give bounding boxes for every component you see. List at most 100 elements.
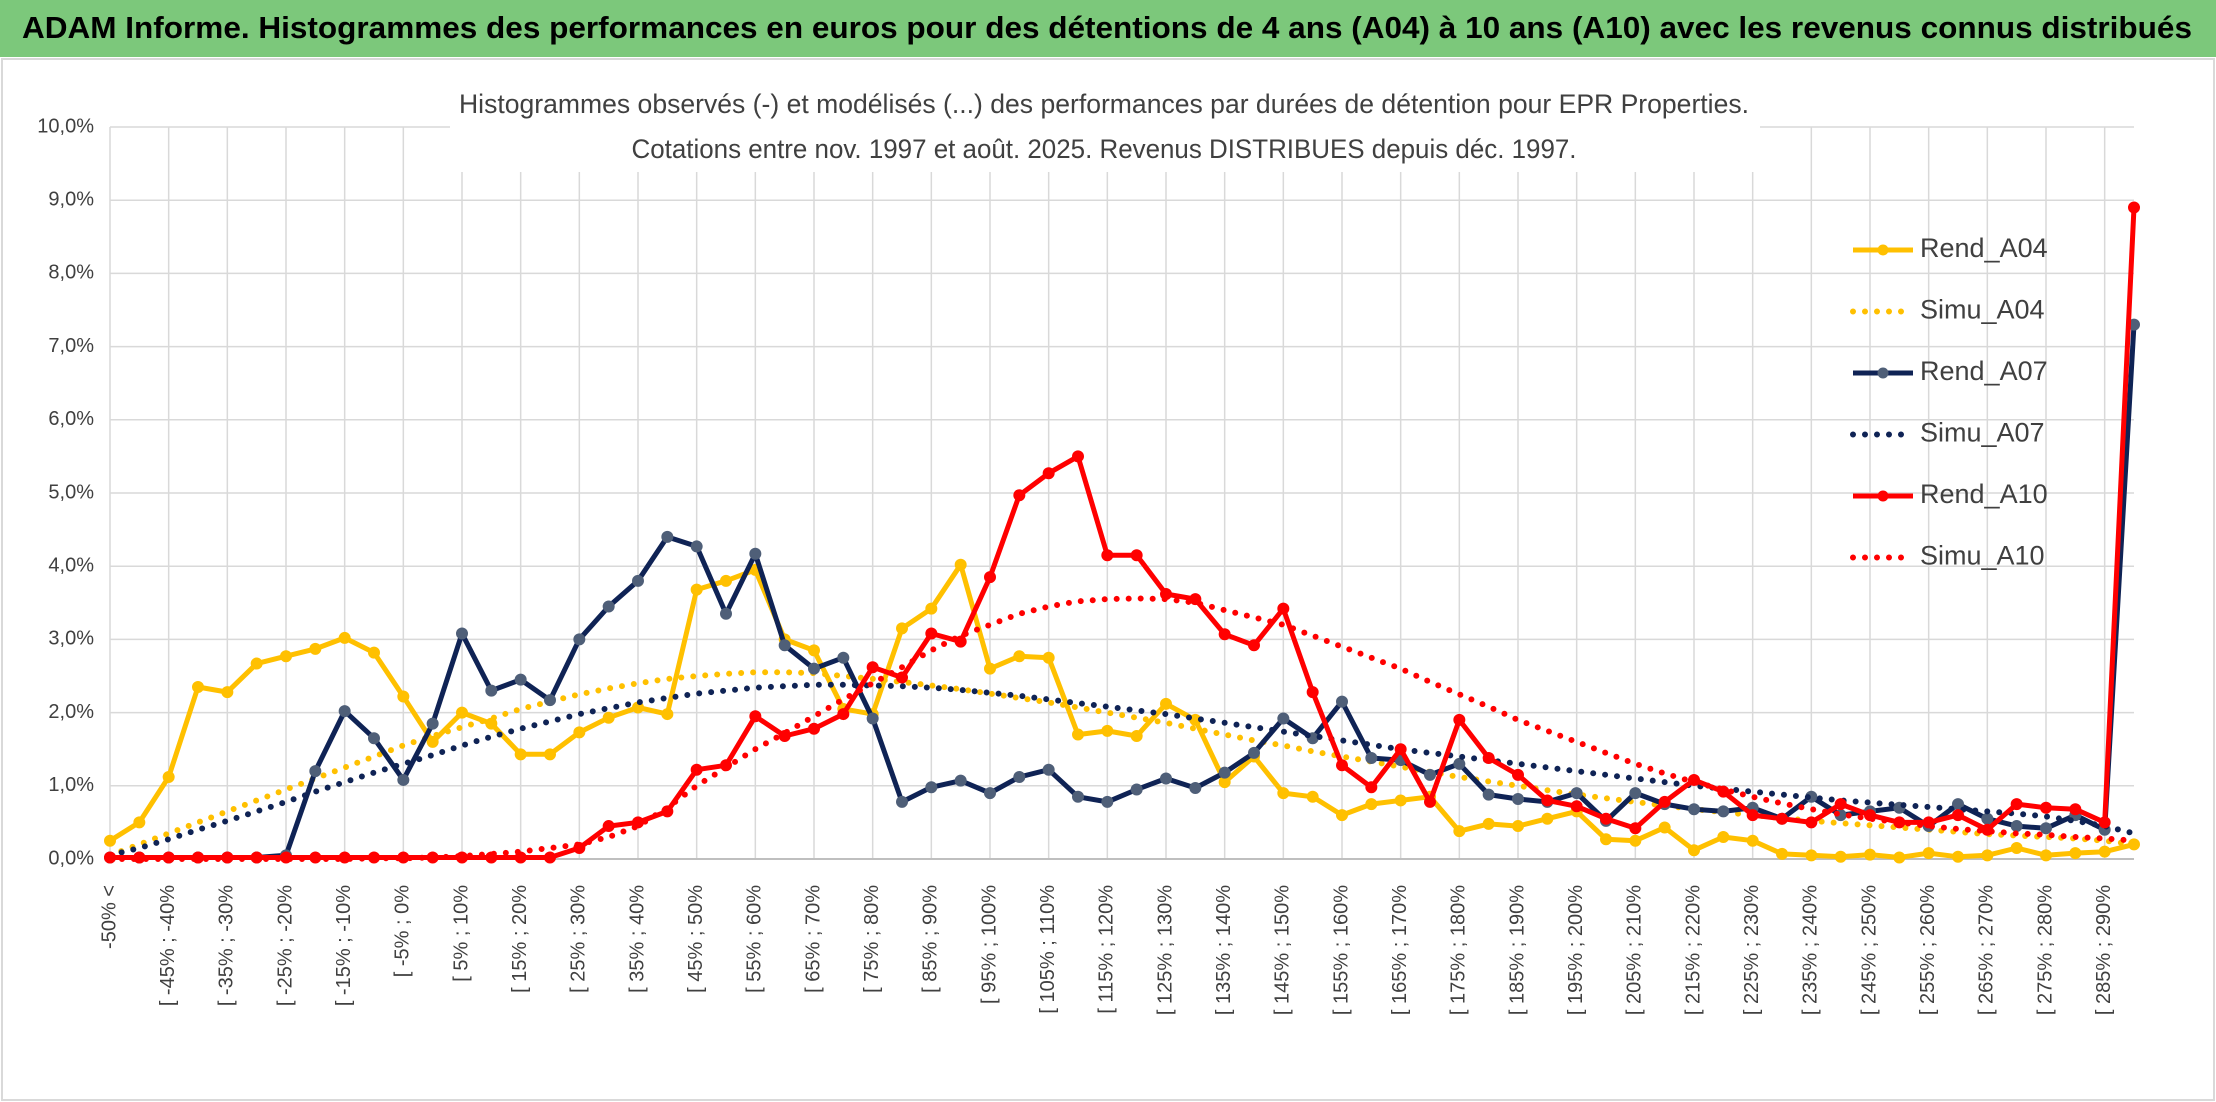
data-point: [1365, 798, 1378, 811]
data-point: [2128, 201, 2140, 214]
data-point: [720, 574, 732, 587]
x-tick-label: [ -25% ; -20%: [274, 885, 296, 1006]
data-point: [1101, 795, 1114, 808]
data-point: [544, 748, 556, 761]
x-tick-label: [ 35% ; 40%: [626, 885, 648, 993]
data-point: [397, 773, 410, 786]
data-point: [2040, 822, 2052, 835]
y-tick-label: 1,0%: [48, 774, 94, 796]
data-point: [104, 834, 116, 847]
data-point: [749, 547, 762, 560]
x-tick-label: [ 45% ; 50%: [685, 885, 707, 993]
data-point: [1130, 549, 1143, 562]
x-tick-label: [ 185% ; 190%: [1506, 885, 1528, 1015]
data-point: [1072, 728, 1084, 741]
data-point: [309, 642, 322, 655]
data-point: [1336, 759, 1348, 772]
legend-label: Simu_A04: [1920, 295, 2045, 325]
data-point: [984, 662, 996, 675]
y-tick-label: 2,0%: [48, 701, 94, 723]
data-point: [866, 712, 879, 725]
data-point: [1805, 816, 1818, 829]
data-point: [1629, 787, 1642, 800]
legend-marker: [1877, 490, 1889, 502]
data-point: [1512, 768, 1524, 781]
data-point: [456, 706, 468, 719]
data-point: [1834, 798, 1847, 811]
y-tick-label: 8,0%: [48, 262, 94, 284]
data-point: [1512, 792, 1524, 805]
data-point: [896, 671, 908, 684]
series-line: [108, 562, 2135, 860]
data-point: [1277, 602, 1290, 615]
data-point: [514, 748, 527, 761]
data-point: [2010, 798, 2023, 811]
data-point: [2098, 845, 2111, 858]
x-tick-label: [ 85% ; 90%: [920, 885, 942, 993]
data-point: [1658, 821, 1671, 834]
legend-label: Rend_A10: [1920, 479, 2048, 509]
data-point: [1042, 467, 1055, 480]
series-line: [107, 681, 2137, 859]
data-point: [1600, 812, 1612, 825]
data-point: [1072, 450, 1084, 463]
data-point: [250, 657, 263, 670]
data-point: [1629, 822, 1642, 835]
banner: [0, 0, 2216, 57]
x-tick-label: [ 75% ; 80%: [861, 885, 883, 993]
data-point: [1013, 771, 1026, 784]
data-point: [1424, 768, 1436, 781]
y-tick-label: 7,0%: [48, 335, 94, 357]
data-point: [808, 722, 820, 735]
data-point: [1570, 787, 1583, 800]
data-point: [1160, 772, 1172, 785]
data-point: [1717, 831, 1730, 844]
data-point: [1248, 746, 1260, 759]
data-point: [925, 627, 938, 640]
x-tick-label: [ 265% ; 270%: [1976, 885, 1998, 1015]
data-point: [573, 726, 586, 739]
legend-marker: [1877, 367, 1889, 379]
data-point: [602, 820, 615, 833]
x-tick-label: [ 195% ; 200%: [1565, 885, 1587, 1015]
data-point: [426, 717, 439, 730]
data-point: [1776, 812, 1788, 825]
data-point: [1541, 794, 1554, 807]
data-point: [1365, 781, 1378, 794]
data-point: [1893, 851, 1906, 864]
series-line: [110, 324, 2137, 860]
data-point: [1805, 849, 1818, 862]
y-tick-label: 6,0%: [48, 408, 94, 430]
y-tick-label: 9,0%: [48, 188, 94, 210]
data-point: [338, 705, 351, 718]
data-point: [1688, 803, 1700, 816]
data-point: [221, 686, 234, 699]
x-tick-label: [ 65% ; 70%: [802, 885, 824, 993]
data-point: [280, 650, 292, 663]
data-point: [2098, 816, 2111, 829]
data-point: [602, 711, 615, 724]
data-point: [1453, 713, 1466, 726]
x-tick-label: [ 95% ; 100%: [978, 885, 1000, 1004]
data-point: [1042, 651, 1055, 664]
data-point: [426, 735, 439, 748]
data-point: [1482, 817, 1495, 830]
data-point: [485, 684, 498, 697]
x-tick-label: [ 5% ; 10%: [450, 885, 472, 982]
data-point: [1072, 790, 1084, 803]
data-point: [690, 583, 703, 596]
data-point: [1952, 809, 1964, 822]
data-point: [778, 639, 791, 652]
data-point: [720, 607, 732, 620]
data-point: [162, 771, 175, 784]
data-point: [133, 816, 146, 829]
data-point: [573, 633, 586, 646]
legend-marker: [1877, 244, 1889, 256]
x-tick-label: [ 205% ; 210%: [1624, 885, 1646, 1015]
grid: 0,0% 1,0% 2,0% 3,0% 4,0% 5,0% 6,0% 7,0% 8,0% 9,0%…: [37, 115, 2134, 1015]
data-point: [2069, 803, 2082, 816]
chart-frame: [1, 58, 2215, 1101]
data-point: [1981, 849, 1994, 862]
chart-title: Histogrammes observés (-) et modélisés (…: [459, 89, 1749, 119]
